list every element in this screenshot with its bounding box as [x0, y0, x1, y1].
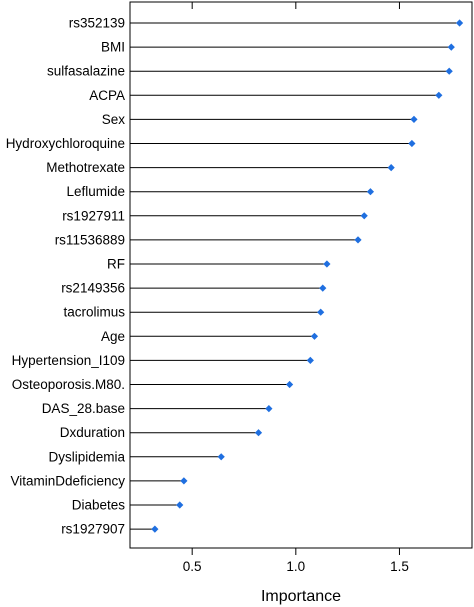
data-point: [317, 308, 325, 316]
feature-labels: rs352139 BMI sulfasalazine ACPA Sex Hydroxych…: [6, 16, 126, 537]
x-tick-label: 1.0: [286, 559, 305, 574]
data-point: [319, 284, 327, 292]
data-point: [254, 429, 263, 437]
feature-label: rs11536889: [55, 232, 125, 247]
data-point: [445, 67, 453, 75]
x-tick-label: 1.5: [390, 559, 409, 574]
data-point: [265, 405, 273, 413]
data-point: [286, 380, 294, 389]
feature-label: Methotrexate: [46, 160, 125, 175]
data-point: [151, 525, 159, 533]
data-point: [447, 43, 455, 51]
feature-label: BMI: [101, 40, 125, 55]
data-point: [366, 188, 375, 196]
data-point: [455, 19, 464, 27]
data-point: [217, 453, 225, 461]
plot-frame: [129, 1, 473, 549]
data-point: [408, 139, 416, 148]
feature-label: DAS_28.base: [42, 401, 125, 416]
feature-label: Hydroxychloroquine: [6, 136, 125, 151]
feature-label: rs352139: [69, 16, 125, 31]
feature-label: VitaminDdeficiency: [10, 473, 125, 488]
feature-label: Dyslipidemia: [48, 449, 125, 464]
feature-label: sulfasalazine: [47, 64, 125, 79]
lollipop-lines: [130, 22, 460, 530]
feature-label: ACPA: [89, 88, 125, 103]
feature-label: Osteoporosis.M80.: [12, 377, 125, 392]
feature-label: rs1927911: [62, 208, 125, 223]
feature-label: Dxduration: [60, 425, 125, 440]
data-point: [387, 164, 395, 172]
feature-label: tacrolimus: [63, 305, 125, 320]
data-points: [151, 19, 464, 533]
x-tick-label: 0.5: [183, 559, 202, 574]
feature-label: rs2149356: [61, 281, 125, 296]
x-axis-ticks: 0.5 1.0 1.5: [183, 2, 409, 574]
x-axis-title: Importance: [261, 588, 341, 605]
data-point: [435, 91, 443, 99]
feature-label: rs1927907: [61, 522, 125, 537]
data-point: [410, 115, 418, 123]
feature-label: Sex: [102, 112, 126, 127]
feature-label: Hypertension_I109: [12, 353, 125, 368]
data-point: [323, 260, 331, 268]
data-point: [180, 477, 188, 485]
feature-label: Age: [101, 329, 125, 344]
feature-label: Diabetes: [72, 498, 126, 513]
feature-label: RF: [107, 257, 125, 272]
data-point: [354, 236, 362, 244]
data-point: [360, 212, 368, 220]
data-point: [310, 332, 319, 340]
data-point: [306, 356, 314, 364]
feature-label: Leflumide: [66, 184, 125, 199]
data-point: [176, 501, 184, 509]
